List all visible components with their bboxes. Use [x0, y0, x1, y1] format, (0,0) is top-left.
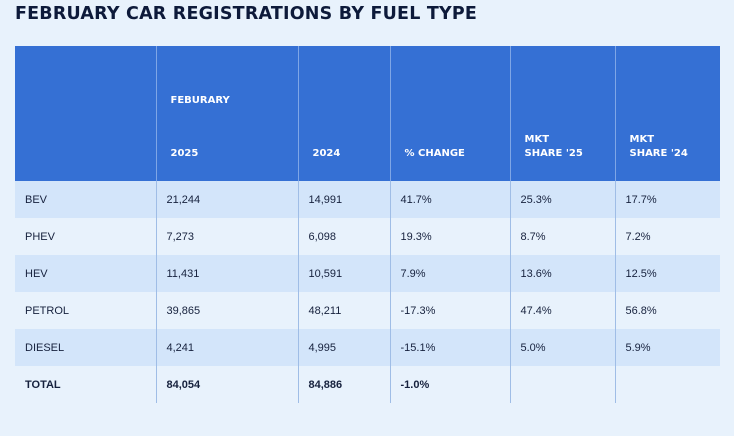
- fuel-type: HEV: [15, 255, 156, 292]
- table-row: PHEV 7,273 6,098 19.3% 8.7% 7.2%: [15, 218, 720, 255]
- header-2024: 2024: [297, 46, 390, 181]
- registrations-table: FEBURARY 2025 2024 % CHANGE MKT SHARE '25…: [15, 46, 720, 403]
- header-mkt-share-25: MKT SHARE '25: [509, 46, 615, 181]
- header-percent-change: % CHANGE: [389, 46, 510, 181]
- table-row: DIESEL 4,241 4,995 -15.1% 5.0% 5.9%: [15, 329, 720, 366]
- table-row: PETROL 39,865 48,211 -17.3% 47.4% 56.8%: [15, 292, 720, 329]
- total-mkt-share-24: [614, 366, 720, 403]
- mkt-share-25: 8.7%: [509, 218, 615, 255]
- mkt-share-24: 7.2%: [614, 218, 720, 255]
- percent-change: -15.1%: [389, 329, 510, 366]
- mkt-share-25: 5.0%: [509, 329, 615, 366]
- value-2025: 21,244: [155, 181, 298, 218]
- value-2024: 6,098: [297, 218, 390, 255]
- mkt-share-24: 5.9%: [614, 329, 720, 366]
- value-2024: 10,591: [297, 255, 390, 292]
- total-percent-change: -1.0%: [389, 366, 510, 403]
- fuel-type: BEV: [15, 181, 156, 218]
- total-2024: 84,886: [297, 366, 390, 403]
- mkt-share-24: 12.5%: [614, 255, 720, 292]
- percent-change: 7.9%: [389, 255, 510, 292]
- header-fuel-type: [15, 46, 156, 181]
- value-2025: 4,241: [155, 329, 298, 366]
- value-2025: 11,431: [155, 255, 298, 292]
- mkt-share-25: 25.3%: [509, 181, 615, 218]
- percent-change: 41.7%: [389, 181, 510, 218]
- fuel-type: DIESEL: [15, 329, 156, 366]
- mkt-share-25: 13.6%: [509, 255, 615, 292]
- fuel-type: PETROL: [15, 292, 156, 329]
- total-label: TOTAL: [15, 366, 156, 403]
- value-2024: 4,995: [297, 329, 390, 366]
- total-mkt-share-25: [509, 366, 615, 403]
- mkt-share-24: 17.7%: [614, 181, 720, 218]
- mkt-share-25: 47.4%: [509, 292, 615, 329]
- table-row: BEV 21,244 14,991 41.7% 25.3% 17.7%: [15, 181, 720, 218]
- mkt-share-24: 56.8%: [614, 292, 720, 329]
- header-month-label: FEBURARY: [170, 95, 230, 106]
- header-mkt-share-24: MKT SHARE '24: [614, 46, 720, 181]
- percent-change: 19.3%: [389, 218, 510, 255]
- header-2025: FEBURARY 2025: [155, 46, 298, 181]
- total-2025: 84,054: [155, 366, 298, 403]
- table-header-row: FEBURARY 2025 2024 % CHANGE MKT SHARE '25…: [15, 46, 720, 181]
- table-row: HEV 11,431 10,591 7.9% 13.6% 12.5%: [15, 255, 720, 292]
- percent-change: -17.3%: [389, 292, 510, 329]
- value-2024: 48,211: [297, 292, 390, 329]
- fuel-type: PHEV: [15, 218, 156, 255]
- page-title: FEBRUARY CAR REGISTRATIONS BY FUEL TYPE: [15, 4, 478, 24]
- value-2025: 39,865: [155, 292, 298, 329]
- value-2025: 7,273: [155, 218, 298, 255]
- table-total-row: TOTAL 84,054 84,886 -1.0%: [15, 366, 720, 403]
- value-2024: 14,991: [297, 181, 390, 218]
